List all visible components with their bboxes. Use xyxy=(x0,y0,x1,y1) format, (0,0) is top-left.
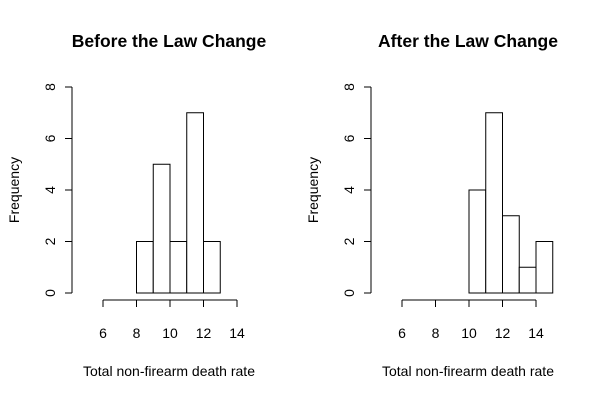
x-tick-label-after-0: 6 xyxy=(398,325,406,341)
before-histogram-panel: Before the Law Change Total non-firearm … xyxy=(6,31,266,379)
y-axis-before: 0 2 4 6 8 xyxy=(42,83,73,297)
histogram-bar-after-4 xyxy=(535,241,554,294)
histogram-bar-before-0 xyxy=(136,241,154,294)
x-tick-label-before-4: 14 xyxy=(229,325,245,341)
y-tick-label-before-4: 8 xyxy=(42,83,58,91)
y-axis-label-before: Frequency xyxy=(6,157,22,223)
chart-title-before: Before the Law Change xyxy=(72,31,267,51)
x-tick-label-after-1: 8 xyxy=(432,325,440,341)
histogram-bar-before-2 xyxy=(169,241,188,294)
bars-before xyxy=(136,112,221,294)
histogram-bar-before-3 xyxy=(186,112,204,294)
x-axis-label-before: Total non-firearm death rate xyxy=(83,363,255,379)
y-tick-label-before-0: 0 xyxy=(42,289,58,297)
histogram-bar-before-1 xyxy=(152,163,171,294)
histogram-bar-after-0 xyxy=(468,189,487,294)
y-axis-after: 0 2 4 6 8 xyxy=(341,83,372,297)
x-tick-label-after-2: 10 xyxy=(461,325,477,341)
x-axis-label-after: Total non-firearm death rate xyxy=(382,363,554,379)
chart-title-after: After the Law Change xyxy=(378,31,558,51)
y-tick-label-after-0: 0 xyxy=(341,289,357,297)
y-tick-label-after-2: 4 xyxy=(341,186,357,194)
y-tick-label-after-1: 2 xyxy=(341,237,357,245)
x-tick-label-after-3: 12 xyxy=(495,325,511,341)
after-histogram-panel: After the Law Change Total non-firearm d… xyxy=(305,31,558,379)
histogram-bar-after-2 xyxy=(502,215,520,294)
x-tick-label-before-3: 12 xyxy=(196,325,212,341)
histogram-bar-before-4 xyxy=(203,241,221,294)
x-axis-before: 6 8 10 12 14 xyxy=(99,299,245,341)
x-tick-label-before-0: 6 xyxy=(99,325,107,341)
x-tick-label-after-4: 14 xyxy=(528,325,544,341)
y-axis-label-after: Frequency xyxy=(305,157,321,223)
y-tick-label-before-1: 2 xyxy=(42,237,58,245)
x-tick-label-before-2: 10 xyxy=(162,325,178,341)
x-tick-label-before-1: 8 xyxy=(133,325,141,341)
bars-after xyxy=(468,112,554,294)
x-axis-after: 6 8 10 12 14 xyxy=(398,299,544,341)
histogram-bar-after-1 xyxy=(485,112,503,294)
y-tick-label-before-3: 6 xyxy=(42,134,58,142)
histogram-bar-after-3 xyxy=(518,266,537,294)
y-tick-label-after-3: 6 xyxy=(341,134,357,142)
y-tick-label-after-4: 8 xyxy=(341,83,357,91)
y-tick-label-before-2: 4 xyxy=(42,186,58,194)
